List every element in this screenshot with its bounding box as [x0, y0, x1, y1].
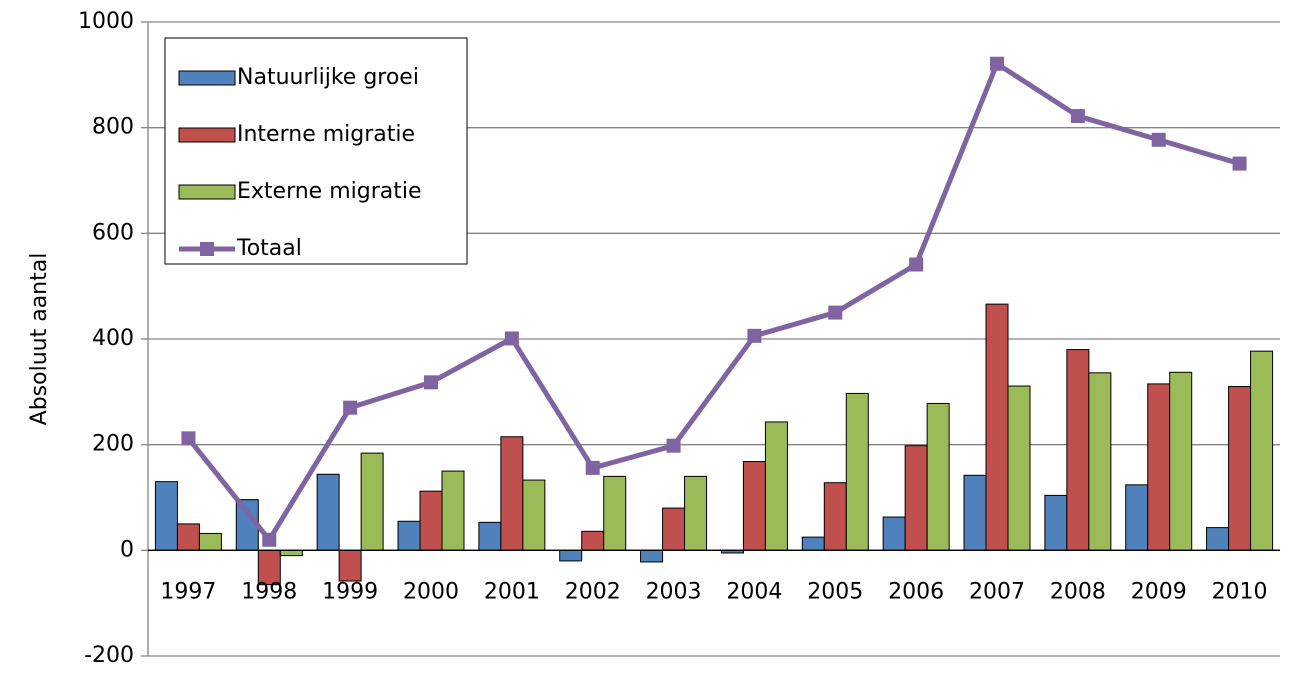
line-marker	[585, 460, 600, 475]
legend-swatch	[178, 127, 236, 143]
y-tick-label: 800	[92, 115, 134, 140]
y-tick-label: 1000	[78, 9, 134, 34]
line-marker	[181, 431, 196, 446]
legend-label: Interne migratie	[237, 122, 415, 147]
bar	[963, 474, 987, 551]
x-tick-label: 2003	[646, 579, 702, 604]
legend-label: Natuurlijke groei	[237, 65, 419, 90]
x-tick-label: 2008	[1050, 579, 1106, 604]
bar	[522, 479, 546, 551]
bar	[845, 392, 869, 551]
legend-swatch	[178, 70, 236, 86]
bar	[154, 481, 178, 551]
bar	[1066, 349, 1090, 551]
bar	[1088, 372, 1112, 551]
bar	[419, 490, 443, 551]
legend-label: Totaal	[236, 236, 302, 261]
bar	[360, 452, 384, 551]
y-tick-label: 0	[120, 537, 134, 562]
bar	[904, 445, 928, 551]
bar	[1125, 484, 1149, 551]
bar	[478, 521, 502, 551]
x-tick-label: 2002	[565, 579, 621, 604]
bar	[1228, 386, 1252, 551]
bar	[764, 421, 788, 551]
legend-label: Externe migratie	[237, 179, 422, 204]
bar	[176, 523, 200, 551]
x-tick-label: 1998	[241, 579, 297, 604]
x-tick-label: 2005	[807, 579, 863, 604]
bar	[926, 402, 950, 551]
line-marker	[1070, 109, 1085, 124]
bar	[603, 475, 627, 551]
line	[186, 61, 1241, 543]
bar	[662, 507, 686, 551]
bar	[684, 475, 708, 551]
bar	[316, 473, 340, 551]
x-tick-label: 1999	[322, 579, 378, 604]
bar	[500, 436, 524, 551]
line-marker	[504, 331, 519, 346]
line-marker	[262, 532, 277, 547]
bar	[559, 549, 583, 562]
bar	[1250, 350, 1274, 551]
bar	[1169, 371, 1193, 551]
bar	[198, 532, 222, 551]
bar	[742, 461, 766, 551]
y-tick-label: 400	[92, 326, 134, 351]
x-tick-label: 2001	[484, 579, 540, 604]
legend-marker	[200, 242, 214, 256]
line-marker	[343, 400, 358, 415]
bar	[823, 482, 847, 551]
x-tick-label: 1997	[160, 579, 216, 604]
bar	[985, 303, 1009, 551]
x-tick-label: 2006	[888, 579, 944, 604]
y-tick-label: 200	[92, 432, 134, 457]
line-marker	[747, 328, 762, 343]
line-marker	[909, 257, 924, 272]
x-tick-label: 2010	[1212, 579, 1268, 604]
bar	[801, 536, 825, 551]
line-marker	[1232, 156, 1247, 171]
x-tick-label: 2004	[726, 579, 782, 604]
line-marker	[828, 305, 843, 320]
bar	[279, 549, 303, 557]
x-tick-label: 2007	[969, 579, 1025, 604]
bar	[441, 470, 465, 551]
bar	[1206, 527, 1230, 551]
bar	[338, 549, 362, 582]
bar	[397, 520, 421, 551]
line-marker	[1151, 132, 1166, 147]
bar	[1007, 385, 1031, 551]
line-marker	[424, 375, 438, 390]
y-tick-label: -200	[84, 643, 134, 668]
y-tick-label: 600	[92, 220, 134, 245]
bar	[581, 530, 605, 551]
bar	[1044, 494, 1068, 551]
bar	[640, 549, 664, 563]
bar	[1147, 383, 1171, 551]
x-tick-label: 2000	[403, 579, 459, 604]
line-marker	[990, 56, 1004, 71]
x-tick-label: 2009	[1131, 579, 1187, 604]
legend-swatch	[178, 184, 236, 200]
bar	[882, 516, 906, 551]
y-axis-label: Absoluut aantal	[27, 253, 52, 426]
line-marker	[666, 438, 681, 453]
